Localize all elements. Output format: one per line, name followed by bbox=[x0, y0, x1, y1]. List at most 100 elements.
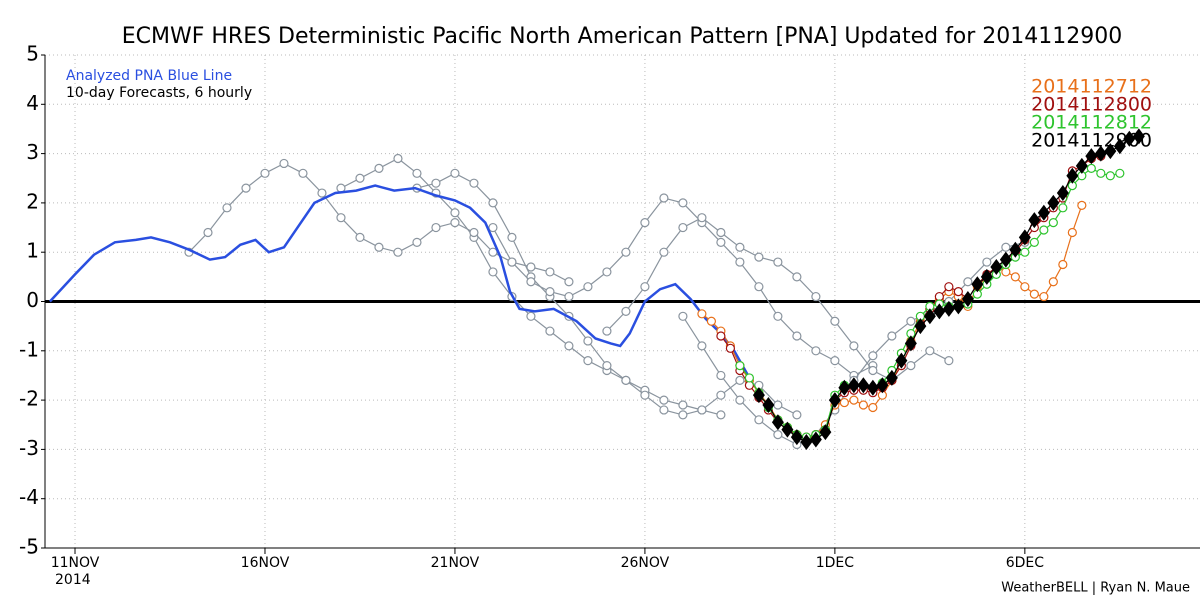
point bbox=[450, 168, 460, 178]
point bbox=[849, 341, 859, 351]
point bbox=[1020, 247, 1030, 257]
point bbox=[355, 173, 365, 183]
point bbox=[963, 277, 973, 287]
point bbox=[904, 335, 917, 352]
point bbox=[952, 298, 965, 315]
point bbox=[792, 410, 802, 420]
point bbox=[1029, 237, 1039, 247]
point bbox=[944, 356, 954, 366]
point bbox=[1085, 148, 1098, 165]
point bbox=[431, 222, 441, 233]
point bbox=[1028, 212, 1041, 229]
point bbox=[781, 421, 794, 438]
point bbox=[1039, 291, 1049, 302]
point bbox=[431, 178, 441, 188]
point bbox=[412, 237, 422, 247]
point bbox=[526, 311, 536, 321]
point bbox=[906, 360, 916, 371]
point bbox=[526, 277, 536, 287]
point bbox=[773, 311, 783, 321]
series bbox=[602, 213, 954, 385]
point bbox=[1105, 171, 1115, 181]
point bbox=[735, 257, 745, 267]
y-tick-label: -1 bbox=[19, 337, 39, 361]
point bbox=[706, 316, 717, 326]
series bbox=[752, 128, 1145, 451]
point bbox=[659, 247, 669, 257]
point bbox=[336, 213, 346, 223]
point bbox=[754, 252, 764, 262]
point bbox=[545, 326, 555, 336]
point bbox=[659, 193, 669, 203]
x-tick-label: 26NOV bbox=[621, 555, 670, 571]
point bbox=[602, 267, 612, 277]
point bbox=[819, 424, 832, 441]
credit: WeatherBELL | Ryan N. Maue bbox=[1001, 581, 1190, 596]
point bbox=[279, 158, 289, 169]
point bbox=[602, 360, 612, 371]
point bbox=[990, 258, 1003, 275]
point bbox=[868, 402, 878, 413]
point bbox=[298, 168, 308, 178]
point bbox=[602, 326, 612, 336]
point bbox=[1058, 259, 1068, 270]
point bbox=[1115, 168, 1125, 178]
series-line bbox=[606, 216, 950, 382]
point bbox=[1066, 167, 1079, 184]
legend-entry: 2014112900 bbox=[1031, 130, 1152, 152]
point bbox=[640, 218, 650, 228]
point bbox=[866, 379, 879, 396]
y-tick-label: -5 bbox=[19, 535, 39, 559]
point bbox=[792, 272, 802, 282]
legend-entry: 2014112712 bbox=[1031, 76, 1152, 98]
point bbox=[374, 163, 384, 173]
point bbox=[744, 373, 754, 383]
point bbox=[1029, 289, 1039, 299]
y-tick-label: 5 bbox=[26, 42, 39, 66]
point bbox=[971, 276, 984, 293]
point bbox=[933, 303, 946, 320]
y-tick-label: 2 bbox=[26, 189, 39, 213]
point bbox=[1058, 203, 1068, 213]
series bbox=[488, 193, 878, 381]
point bbox=[697, 213, 707, 223]
point bbox=[828, 392, 841, 409]
y-tick-label: -3 bbox=[19, 436, 39, 460]
point bbox=[412, 168, 422, 178]
point bbox=[488, 198, 498, 208]
point bbox=[849, 395, 859, 405]
point bbox=[735, 360, 745, 371]
point bbox=[809, 431, 822, 448]
point bbox=[621, 375, 631, 385]
point bbox=[697, 341, 707, 351]
point bbox=[1086, 163, 1096, 173]
point bbox=[716, 227, 726, 238]
point bbox=[241, 183, 251, 193]
point bbox=[773, 430, 783, 440]
point bbox=[317, 188, 327, 198]
point bbox=[564, 291, 574, 302]
point bbox=[773, 400, 783, 410]
series bbox=[184, 158, 574, 287]
point bbox=[906, 316, 916, 326]
point bbox=[469, 227, 479, 238]
point bbox=[1009, 241, 1022, 258]
point bbox=[1096, 168, 1106, 178]
point bbox=[1075, 157, 1088, 174]
point bbox=[885, 369, 898, 386]
point bbox=[355, 232, 365, 243]
point bbox=[839, 397, 849, 408]
point bbox=[847, 377, 860, 394]
point bbox=[716, 237, 726, 247]
x-tick-label: 21NOV bbox=[431, 555, 480, 571]
point bbox=[697, 309, 707, 319]
point bbox=[678, 222, 688, 233]
point bbox=[811, 291, 821, 302]
point bbox=[1123, 130, 1136, 147]
point bbox=[1077, 200, 1087, 210]
point bbox=[621, 247, 631, 257]
point bbox=[1113, 138, 1126, 155]
point bbox=[961, 291, 974, 308]
point bbox=[545, 287, 555, 297]
